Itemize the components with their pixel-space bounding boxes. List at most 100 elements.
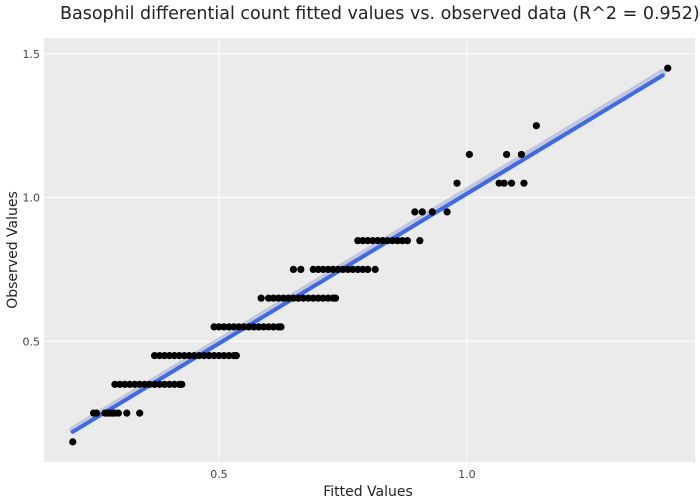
data-point [411,208,419,216]
x-axis-label: Fitted Values [323,484,413,500]
data-point [116,380,124,388]
data-point [398,237,407,245]
data-point [257,294,265,302]
data-point [331,294,340,302]
fit-line-group [69,68,667,434]
data-point [146,380,154,388]
data-point [232,352,240,360]
data-point [141,380,149,388]
data-point [178,380,186,388]
data-point [324,294,332,302]
y-tick-label: 1.5 [23,48,41,61]
data-point [160,352,169,360]
data-point [220,323,228,331]
data-point [245,323,253,331]
data-point [121,380,129,388]
data-point [443,208,451,216]
data-points [69,64,672,446]
data-point [664,64,672,72]
data-point [532,122,540,130]
data-point [304,294,312,302]
data-point [428,208,436,216]
data-point [319,265,327,274]
x-tick-label: 0.5 [210,468,228,481]
data-point [269,294,278,302]
data-point [205,352,213,360]
data-point [269,323,278,331]
data-point [369,237,377,245]
grid-lines [44,38,695,462]
data-point [309,294,317,302]
data-point [339,265,347,274]
data-point [92,409,101,417]
data-point [230,323,238,331]
data-point [215,323,223,331]
data-point [371,265,379,274]
data-point [136,409,144,417]
data-point [517,150,526,159]
data-point [324,265,332,274]
data-point [416,237,424,245]
data-point [465,150,474,159]
data-point [155,352,164,360]
data-point [114,409,122,417]
data-point [225,323,233,331]
data-point [289,265,297,274]
data-point [210,323,218,331]
data-point [309,265,317,274]
data-point [240,323,248,331]
data-point [69,438,77,446]
data-point [418,208,426,216]
data-point [383,237,392,245]
data-point [379,237,387,245]
data-point [277,323,285,331]
data-point [502,150,511,159]
data-point [165,352,174,360]
data-point [299,294,307,302]
data-point [180,352,188,360]
data-point [225,352,233,360]
data-point [200,352,208,360]
data-point [364,237,372,245]
data-point [111,380,119,388]
data-point [123,409,131,417]
data-point [150,352,159,360]
y-tick-label: 0.5 [23,335,41,348]
fit-line [70,73,665,434]
data-point [374,237,382,245]
data-point [354,265,362,274]
data-point [500,179,508,187]
data-point [359,265,367,274]
data-point [136,380,144,388]
data-point [403,237,412,245]
data-point [150,380,159,388]
data-point [170,352,178,360]
data-point [274,294,283,302]
data-point [250,323,258,331]
data-point [185,352,193,360]
data-point [235,323,243,331]
data-point [170,380,178,388]
data-point [520,179,528,187]
data-point [190,352,198,360]
y-tick-label: 1.0 [23,192,41,205]
data-point [334,265,342,274]
data-point [329,265,337,274]
data-point [160,380,169,388]
data-point [126,380,134,388]
data-point [131,380,139,388]
data-point [314,294,322,302]
x-tick-label: 1.0 [458,468,476,481]
data-point [354,237,362,245]
data-point [284,294,293,302]
data-point [314,265,322,274]
data-point [297,265,305,274]
y-axis-label: Observed Values [5,191,21,309]
data-point [294,294,302,302]
data-point [507,179,516,187]
data-point [359,237,367,245]
data-point [279,294,288,302]
data-point [319,294,327,302]
data-point [210,352,218,360]
data-point [255,323,263,331]
